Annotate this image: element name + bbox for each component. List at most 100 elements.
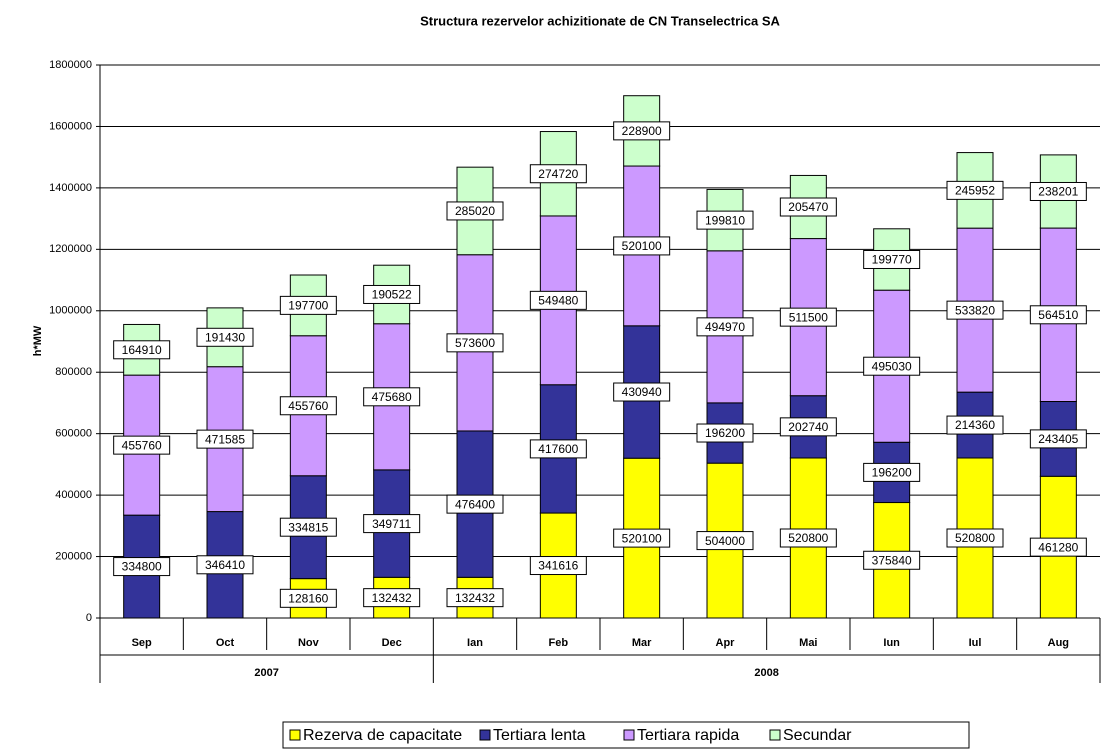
data-label: 190522 [372, 288, 412, 302]
x-tick-label: Apr [716, 637, 736, 649]
data-label-box [446, 588, 504, 608]
data-label: 346410 [205, 558, 245, 572]
data-label-box [196, 555, 254, 575]
data-label-box [363, 514, 421, 534]
data-label-box [946, 528, 1004, 548]
data-label-box [696, 317, 754, 337]
y-tick-label: 1600000 [49, 120, 92, 132]
data-label-box [363, 387, 421, 407]
data-label: 228900 [622, 124, 662, 138]
data-label-box [279, 295, 337, 315]
data-label-box [946, 415, 1004, 435]
legend-swatch [289, 729, 301, 741]
chart-title: Structura rezervelor achizitionate de CN… [420, 13, 780, 28]
x-tick-label: Mai [799, 637, 817, 649]
x-tick-label: Ian [467, 637, 483, 649]
data-label-box [863, 462, 921, 482]
data-label: 549480 [538, 294, 578, 308]
data-label: 573600 [455, 336, 495, 350]
data-label: 494970 [705, 320, 745, 334]
data-label: 495030 [872, 359, 912, 373]
legend-label: Rezerva de capacitate [303, 727, 462, 744]
data-label: 164910 [122, 343, 162, 357]
data-label: 511500 [789, 310, 828, 324]
data-label: 238201 [1038, 185, 1078, 199]
data-label-box [779, 528, 837, 548]
data-label-box [529, 290, 587, 310]
y-tick-label: 600000 [55, 428, 92, 440]
data-label-box [113, 340, 171, 360]
data-label-box [113, 557, 171, 577]
data-label-box [529, 439, 587, 459]
data-label: 564510 [1038, 308, 1078, 322]
data-label: 196200 [872, 466, 912, 480]
data-label: 334815 [288, 520, 328, 534]
data-label-box [696, 531, 754, 551]
x-tick-label: Oct [216, 637, 235, 649]
y-tick-label: 1000000 [49, 305, 92, 317]
y-tick-label: 400000 [55, 489, 92, 501]
data-label: 202740 [788, 420, 828, 434]
data-label-box [696, 210, 754, 230]
data-label: 417600 [538, 442, 578, 456]
data-label-box [613, 382, 671, 402]
data-label-box [613, 121, 671, 141]
data-label: 245952 [955, 184, 995, 198]
data-label-box [946, 300, 1004, 320]
data-label: 243405 [1038, 432, 1078, 446]
data-label: 197700 [288, 299, 328, 313]
data-label: 196200 [705, 426, 745, 440]
data-label: 520100 [622, 239, 662, 253]
data-label-box [1029, 181, 1087, 201]
data-label: 349711 [372, 517, 411, 531]
data-label-box [446, 201, 504, 221]
legend-label: Tertiara lenta [493, 727, 586, 744]
data-label-box [946, 180, 1004, 200]
data-label: 191430 [205, 330, 245, 344]
data-label-box [1029, 429, 1087, 449]
group-label: 2008 [754, 667, 778, 679]
data-label: 520800 [955, 531, 995, 545]
y-axis-label: h*MW [32, 325, 44, 356]
data-label: 375840 [872, 553, 912, 567]
group-label: 2007 [254, 667, 278, 679]
data-label: 471585 [205, 432, 245, 446]
data-label-box [196, 327, 254, 347]
data-label: 205470 [788, 200, 828, 214]
data-label-box [613, 236, 671, 256]
data-label: 128160 [288, 591, 328, 605]
legend-label: Secundar [783, 727, 852, 744]
x-tick-label: Iul [969, 637, 982, 649]
y-tick-label: 1400000 [49, 182, 92, 194]
data-label: 132432 [372, 591, 412, 605]
data-label: 199810 [705, 213, 745, 227]
data-label: 274720 [538, 167, 578, 181]
data-label: 214360 [955, 418, 995, 432]
data-label: 475680 [372, 390, 412, 404]
data-label-box [363, 588, 421, 608]
x-tick-label: Iun [883, 637, 900, 649]
data-label-box [1029, 305, 1087, 325]
y-tick-label: 1200000 [49, 243, 92, 255]
x-tick-label: Aug [1048, 637, 1069, 649]
data-label: 341616 [538, 559, 578, 573]
data-label-box [613, 528, 671, 548]
data-label-box [363, 284, 421, 304]
data-label-box [279, 517, 337, 537]
data-label-box [446, 494, 504, 514]
data-label: 334800 [122, 560, 162, 574]
y-tick-label: 1800000 [49, 59, 92, 71]
data-label-box [529, 556, 587, 576]
data-label: 455760 [288, 399, 328, 413]
y-tick-label: 0 [86, 612, 92, 624]
data-label-box [863, 356, 921, 376]
data-label-box [779, 417, 837, 437]
data-label: 520800 [788, 531, 828, 545]
legend-swatch [623, 729, 635, 741]
legend-swatch [479, 729, 491, 741]
data-label-box [196, 429, 254, 449]
data-label: 461280 [1038, 540, 1078, 554]
data-label-box [863, 550, 921, 570]
x-tick-label: Dec [382, 637, 402, 649]
